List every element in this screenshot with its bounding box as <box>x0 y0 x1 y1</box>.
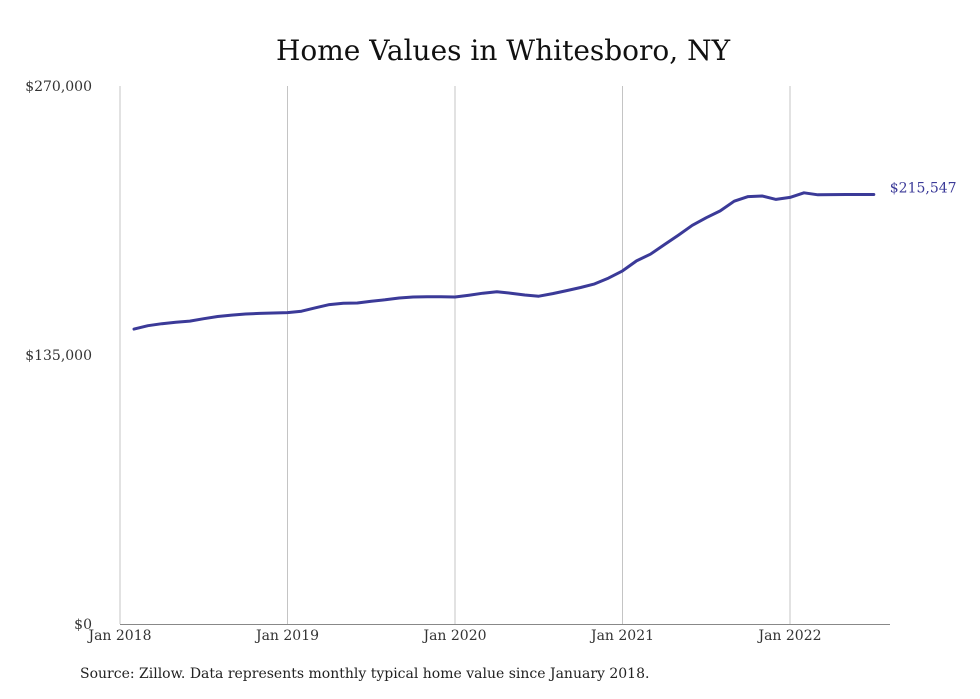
x-tick-label: Jan 2021 <box>589 628 654 644</box>
y-tick-label: $0 <box>74 617 92 633</box>
end-value-label: $215,547 <box>890 181 957 197</box>
x-tick-label: Jan 2022 <box>756 628 821 644</box>
source-note: Source: Zillow. Data represents monthly … <box>80 666 650 682</box>
line-chart: Home Values in Whitesboro, NY $0 $135,000… <box>25 34 957 644</box>
x-tick-label: Jan 2020 <box>421 628 486 644</box>
y-axis-ticks: $0 $135,000 $270,000 <box>25 79 92 633</box>
y-tick-label: $270,000 <box>25 79 92 95</box>
x-tick-label: Jan 2018 <box>86 628 151 644</box>
x-axis-ticks: Jan 2018 Jan 2019 Jan 2020 Jan 2021 Jan 2022 <box>86 628 821 644</box>
chart-title: Home Values in Whitesboro, NY <box>276 34 731 67</box>
series-line <box>132 191 876 331</box>
x-tick-label: Jan 2019 <box>254 628 319 644</box>
data-labels: $215,547 <box>890 181 957 197</box>
series-lines <box>132 191 876 331</box>
gridlines <box>119 86 890 625</box>
y-tick-label: $135,000 <box>25 348 92 364</box>
